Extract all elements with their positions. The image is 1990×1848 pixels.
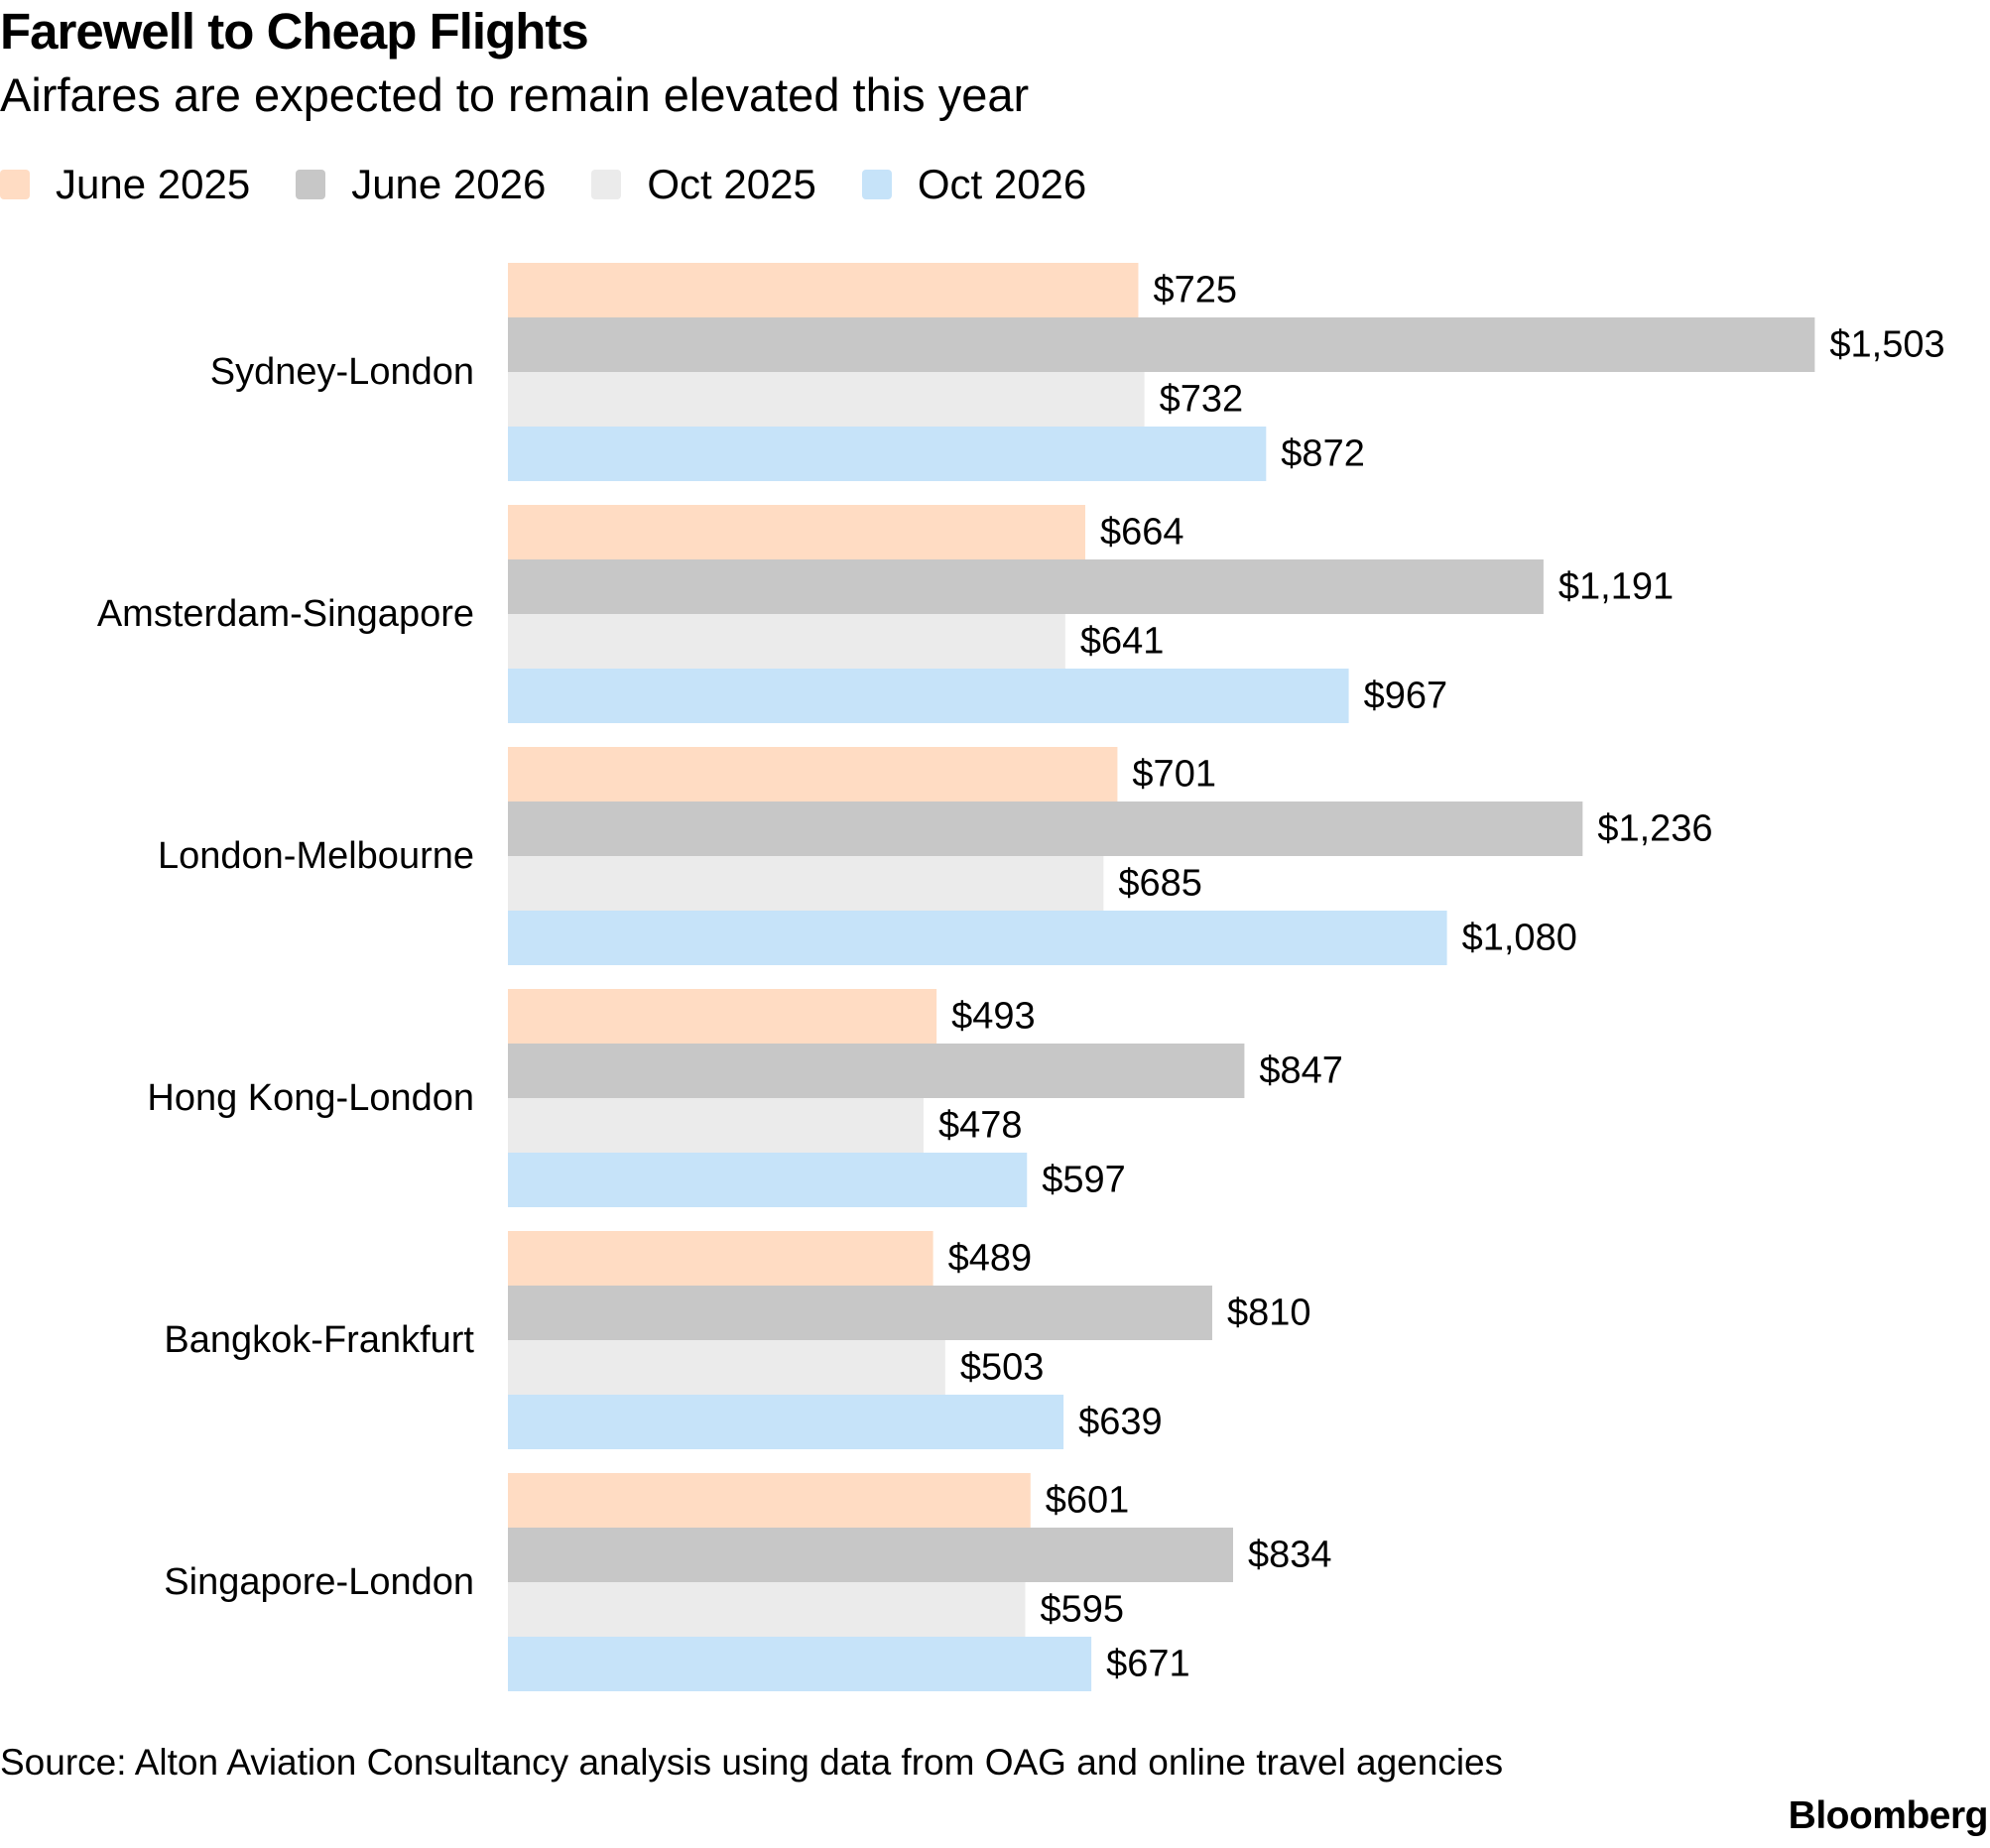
bar-chart: Sydney-London $725 $1,503 $732 $872 Amsterdam… bbox=[97, 263, 1945, 1691]
bar-singapore-london-june-2026 bbox=[508, 1528, 1234, 1582]
bar-singapore-london-oct-2025 bbox=[508, 1582, 1026, 1637]
data-label-sydney-london-oct-2026: $872 bbox=[1281, 433, 1365, 475]
bar-sydney-london-oct-2025 bbox=[508, 372, 1145, 427]
data-label-singapore-london-june-2025: $601 bbox=[1046, 1480, 1130, 1522]
bar-hong-kong-london-june-2025 bbox=[508, 989, 937, 1044]
data-label-amsterdam-singapore-oct-2026: $967 bbox=[1364, 676, 1448, 717]
bar-london-melbourne-oct-2025 bbox=[508, 856, 1104, 911]
bloomberg-logo: Bloomberg bbox=[1788, 1794, 1989, 1837]
bar-sydney-london-june-2026 bbox=[508, 317, 1815, 372]
bar-amsterdam-singapore-june-2025 bbox=[508, 505, 1085, 559]
bar-singapore-london-june-2025 bbox=[508, 1473, 1031, 1528]
legend-swatch bbox=[296, 170, 326, 199]
chart-subtitle: Airfares are expected to remain elevated… bbox=[0, 68, 1030, 121]
legend-swatch bbox=[0, 170, 30, 199]
bar-bangkok-frankfurt-june-2026 bbox=[508, 1286, 1212, 1340]
bar-amsterdam-singapore-oct-2025 bbox=[508, 614, 1065, 669]
data-label-london-melbourne-june-2026: $1,236 bbox=[1597, 808, 1712, 850]
legend-item-oct-2026: Oct 2026 bbox=[861, 161, 1087, 208]
legend-label: June 2025 bbox=[56, 161, 251, 207]
data-label-singapore-london-june-2026: $834 bbox=[1248, 1535, 1332, 1576]
category-label-singapore-london: Singapore-London bbox=[164, 1561, 474, 1603]
bar-london-melbourne-june-2025 bbox=[508, 747, 1118, 801]
legend-item-oct-2025: Oct 2025 bbox=[591, 161, 816, 208]
data-label-singapore-london-oct-2026: $671 bbox=[1106, 1644, 1190, 1685]
data-label-sydney-london-june-2026: $1,503 bbox=[1829, 324, 1944, 366]
bar-sydney-london-june-2025 bbox=[508, 263, 1139, 317]
bar-amsterdam-singapore-june-2026 bbox=[508, 559, 1544, 614]
bar-hong-kong-london-oct-2025 bbox=[508, 1098, 924, 1153]
category-label-amsterdam-singapore: Amsterdam-Singapore bbox=[97, 593, 474, 635]
data-label-hong-kong-london-june-2026: $847 bbox=[1259, 1050, 1343, 1092]
data-label-hong-kong-london-oct-2026: $597 bbox=[1042, 1160, 1126, 1201]
data-label-london-melbourne-oct-2025: $685 bbox=[1118, 863, 1202, 905]
bar-hong-kong-london-june-2026 bbox=[508, 1044, 1245, 1098]
data-label-singapore-london-oct-2025: $595 bbox=[1041, 1589, 1125, 1631]
data-label-bangkok-frankfurt-oct-2025: $503 bbox=[960, 1347, 1045, 1389]
data-label-bangkok-frankfurt-june-2025: $489 bbox=[948, 1238, 1033, 1280]
bar-bangkok-frankfurt-oct-2025 bbox=[508, 1340, 945, 1395]
chart-title: Farewell to Cheap Flights bbox=[0, 3, 589, 60]
legend-item-june-2026: June 2026 bbox=[296, 161, 546, 208]
data-label-hong-kong-london-oct-2025: $478 bbox=[938, 1105, 1023, 1147]
bar-sydney-london-oct-2026 bbox=[508, 427, 1267, 481]
legend-swatch bbox=[591, 170, 622, 199]
bar-london-melbourne-oct-2026 bbox=[508, 911, 1447, 965]
data-label-sydney-london-oct-2025: $732 bbox=[1160, 379, 1244, 421]
legend-label: June 2026 bbox=[351, 161, 547, 207]
data-label-london-melbourne-june-2025: $701 bbox=[1132, 754, 1216, 796]
bar-london-melbourne-june-2026 bbox=[508, 801, 1583, 856]
data-label-sydney-london-june-2025: $725 bbox=[1153, 270, 1237, 311]
legend-swatch bbox=[861, 170, 892, 199]
category-label-london-melbourne: London-Melbourne bbox=[158, 835, 474, 877]
bar-hong-kong-london-oct-2026 bbox=[508, 1153, 1028, 1207]
bar-singapore-london-oct-2026 bbox=[508, 1637, 1092, 1691]
category-label-hong-kong-london: Hong Kong-London bbox=[147, 1077, 474, 1119]
legend-label: Oct 2025 bbox=[647, 161, 816, 207]
data-label-amsterdam-singapore-june-2026: $1,191 bbox=[1558, 566, 1674, 608]
bar-bangkok-frankfurt-oct-2026 bbox=[508, 1395, 1064, 1449]
source-note: Source: Alton Aviation Consultancy analy… bbox=[0, 1742, 1504, 1783]
legend-item-june-2025: June 2025 bbox=[0, 161, 250, 208]
data-label-amsterdam-singapore-oct-2025: $641 bbox=[1080, 621, 1165, 663]
chart-legend: June 2025 June 2026 Oct 2025 Oct 2026 bbox=[0, 159, 1132, 210]
legend-label: Oct 2026 bbox=[917, 161, 1087, 207]
category-label-bangkok-frankfurt: Bangkok-Frankfurt bbox=[164, 1319, 474, 1361]
category-label-sydney-london: Sydney-London bbox=[210, 351, 474, 393]
data-label-london-melbourne-oct-2026: $1,080 bbox=[1462, 918, 1577, 959]
data-label-bangkok-frankfurt-oct-2026: $639 bbox=[1078, 1402, 1163, 1443]
bar-bangkok-frankfurt-june-2025 bbox=[508, 1231, 933, 1286]
data-label-hong-kong-london-june-2025: $493 bbox=[951, 996, 1036, 1038]
data-label-amsterdam-singapore-june-2025: $664 bbox=[1100, 512, 1184, 554]
bar-amsterdam-singapore-oct-2026 bbox=[508, 669, 1349, 723]
data-label-bangkok-frankfurt-june-2026: $810 bbox=[1227, 1293, 1311, 1334]
